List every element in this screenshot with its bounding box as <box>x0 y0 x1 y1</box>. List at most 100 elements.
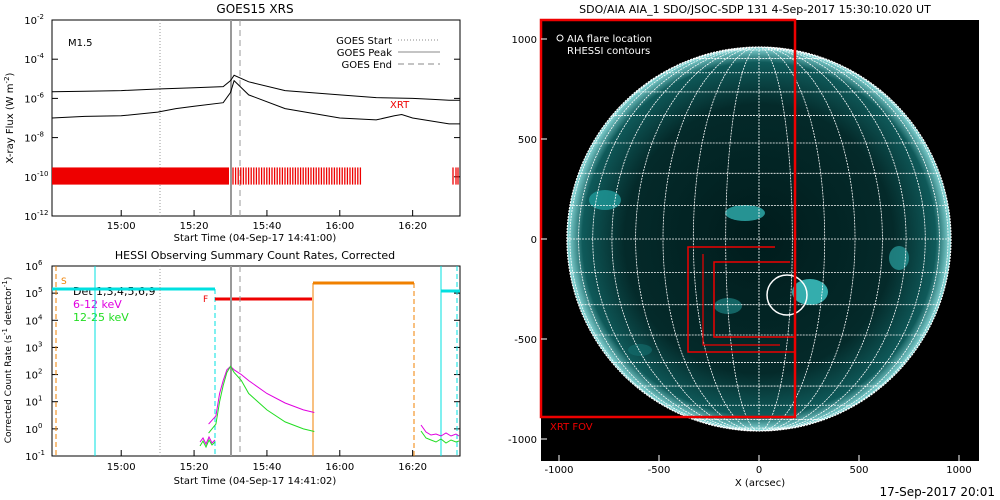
hessi-y-tick-exp: 0 <box>38 422 42 430</box>
goes-legend-end: GOES End <box>342 60 392 71</box>
longitude-line <box>758 47 826 431</box>
active-regions <box>589 190 909 356</box>
goes-series-1-8A <box>51 74 460 101</box>
aia-y-tick-label: 0 <box>531 235 537 246</box>
goes-y-tick-exp: -12 <box>37 209 48 217</box>
goes-y-label: X-ray Flux (W m-2) <box>3 72 16 163</box>
aia-flare-location-marker <box>766 274 808 316</box>
longitude-line <box>758 47 856 431</box>
aia-y-axis: 1000 500 0 -500 -1000 <box>508 35 547 446</box>
hessi-y-label: Corrected Count Rate (s-1 detector-1) <box>1 277 14 444</box>
longitude-line <box>569 47 760 431</box>
goes-x-tick-label: 15:00 <box>107 221 136 232</box>
aia-x-tick-label: -1000 <box>544 465 573 476</box>
longitude-line <box>611 47 760 431</box>
aia-legend-circle-icon <box>556 34 564 42</box>
hessi-y-tick-exp: 5 <box>38 286 42 294</box>
longitude-line <box>578 47 760 431</box>
aia-legend-rhessi: RHESSI contours <box>567 46 650 57</box>
aia-title: SDO/AIA AIA_1 SDO/JSOC-SDP 131 4-Sep-201… <box>579 3 931 16</box>
goes-y-tick-exp: -8 <box>37 131 44 139</box>
aia-x-tick-label: -500 <box>648 465 671 476</box>
hessi-x-label: Start Time (04-Sep-17 14:41:02) <box>174 476 337 487</box>
aia-x-tick-label: 500 <box>849 465 868 476</box>
longitude-line <box>662 47 760 431</box>
hessi-legend-det: Det 1,3,4,5,6,9 <box>73 285 156 298</box>
hessi-y-tick-exp: 3 <box>38 340 42 348</box>
xrt-fov-label: XRT FOV <box>550 422 593 433</box>
goes-y-tick-exp: -6 <box>37 91 45 99</box>
hessi-post-noise-green <box>420 430 460 444</box>
hessi-series-12-25kev <box>208 365 315 434</box>
hessi-x-tick-label: 15:40 <box>253 462 282 473</box>
goes-plot-frame <box>51 19 461 217</box>
longitude-line <box>592 47 760 431</box>
goes-y-tick-exp: -10 <box>37 170 48 178</box>
hessi-y-tick-label: 10 <box>25 398 38 409</box>
longitude-line <box>758 47 793 431</box>
goes-xrt-coverage-bar <box>52 167 459 185</box>
hessi-x-tick-label: 15:00 <box>107 462 136 473</box>
hessi-y-tick-label: 10 <box>25 262 38 273</box>
longitude-line <box>758 47 907 431</box>
longitude-line <box>758 47 940 431</box>
goes-x-tick-label: 16:20 <box>398 221 427 232</box>
goes-x-label: Start Time (04-Sep-17 14:41:00) <box>174 233 337 244</box>
goes-y-tick-exp: -4 <box>37 52 45 60</box>
xrt-coverage-solid <box>52 167 229 185</box>
hessi-flag-f: F <box>203 295 208 305</box>
heliographic-grid <box>567 47 951 431</box>
longitude-line <box>758 47 883 431</box>
goes-x-axis: 15:00 15:20 15:40 16:00 16:20 <box>107 210 427 232</box>
hessi-post-noise-magenta <box>420 424 460 437</box>
hessi-x-tick-label: 15:20 <box>180 462 209 473</box>
sun-limb <box>566 46 952 432</box>
hessi-legend-12-25: 12-25 keV <box>73 311 129 324</box>
aia-x-tick-label: 1000 <box>946 465 971 476</box>
hessi-y-tick-exp: 6 <box>38 259 43 267</box>
hessi-panel: HESSI Observing Summary Count Rates, Cor… <box>1 249 461 487</box>
hessi-title: HESSI Observing Summary Count Rates, Cor… <box>115 249 395 262</box>
goes-x-tick-label: 16:00 <box>325 221 354 232</box>
hessi-y-tick-exp: 2 <box>38 368 42 376</box>
goes-x-tick-label: 15:40 <box>253 221 282 232</box>
goes-y-tick-label: 10 <box>24 173 37 184</box>
hessi-x-axis: 15:00 15:20 15:40 16:00 16:20 <box>107 450 427 473</box>
hessi-series-6-12kev <box>208 365 315 425</box>
hessi-y-tick-label: 10 <box>25 343 38 354</box>
aia-x-axis: -1000 -500 0 500 1000 <box>544 455 972 476</box>
goes-title: GOES15 XRS <box>216 2 293 16</box>
hessi-y-tick-label: 10 <box>25 371 38 382</box>
hessi-pre-flare-noise <box>199 435 216 446</box>
goes-legend-start: GOES Start <box>336 36 392 47</box>
hessi-y-tick-label: 10 <box>25 452 38 463</box>
aia-y-tick-label: 500 <box>518 135 537 146</box>
goes-x-tick-label: 15:20 <box>180 221 209 232</box>
hessi-y-tick-exp: 4 <box>38 313 43 321</box>
hessi-y-tick-exp: 1 <box>38 395 42 403</box>
hessi-flag-s: S <box>61 277 67 287</box>
xrt-box-inner-3 <box>702 254 780 346</box>
hessi-pre-flare-noise-green <box>199 438 216 449</box>
hessi-x-tick-label: 16:20 <box>398 462 427 473</box>
hessi-y-tick-label: 10 <box>25 316 38 327</box>
hessi-legend-6-12: 6-12 keV <box>73 298 122 311</box>
aia-y-tick-label: -1000 <box>508 435 537 446</box>
hessi-y-tick-exp: -1 <box>38 449 45 457</box>
aia-x-tick-label: 0 <box>756 465 762 476</box>
aia-panel: SDO/AIA AIA_1 SDO/JSOC-SDP 131 4-Sep-201… <box>508 3 979 489</box>
hessi-plot-frame <box>51 265 461 457</box>
goes-y-tick-label: 10 <box>24 94 37 105</box>
aia-legend-flare: AIA flare location <box>567 34 652 45</box>
hessi-y-tick-label: 10 <box>25 289 38 300</box>
goes-series-0.5-4A <box>51 79 460 125</box>
goes-y-tick-label: 10 <box>24 212 37 223</box>
longitude-line <box>635 47 760 431</box>
aia-x-label: X (arcsec) <box>735 478 785 489</box>
xrt-box-inner-1 <box>687 246 795 353</box>
longitude-line <box>758 47 949 431</box>
hessi-x-tick-label: 16:00 <box>325 462 354 473</box>
